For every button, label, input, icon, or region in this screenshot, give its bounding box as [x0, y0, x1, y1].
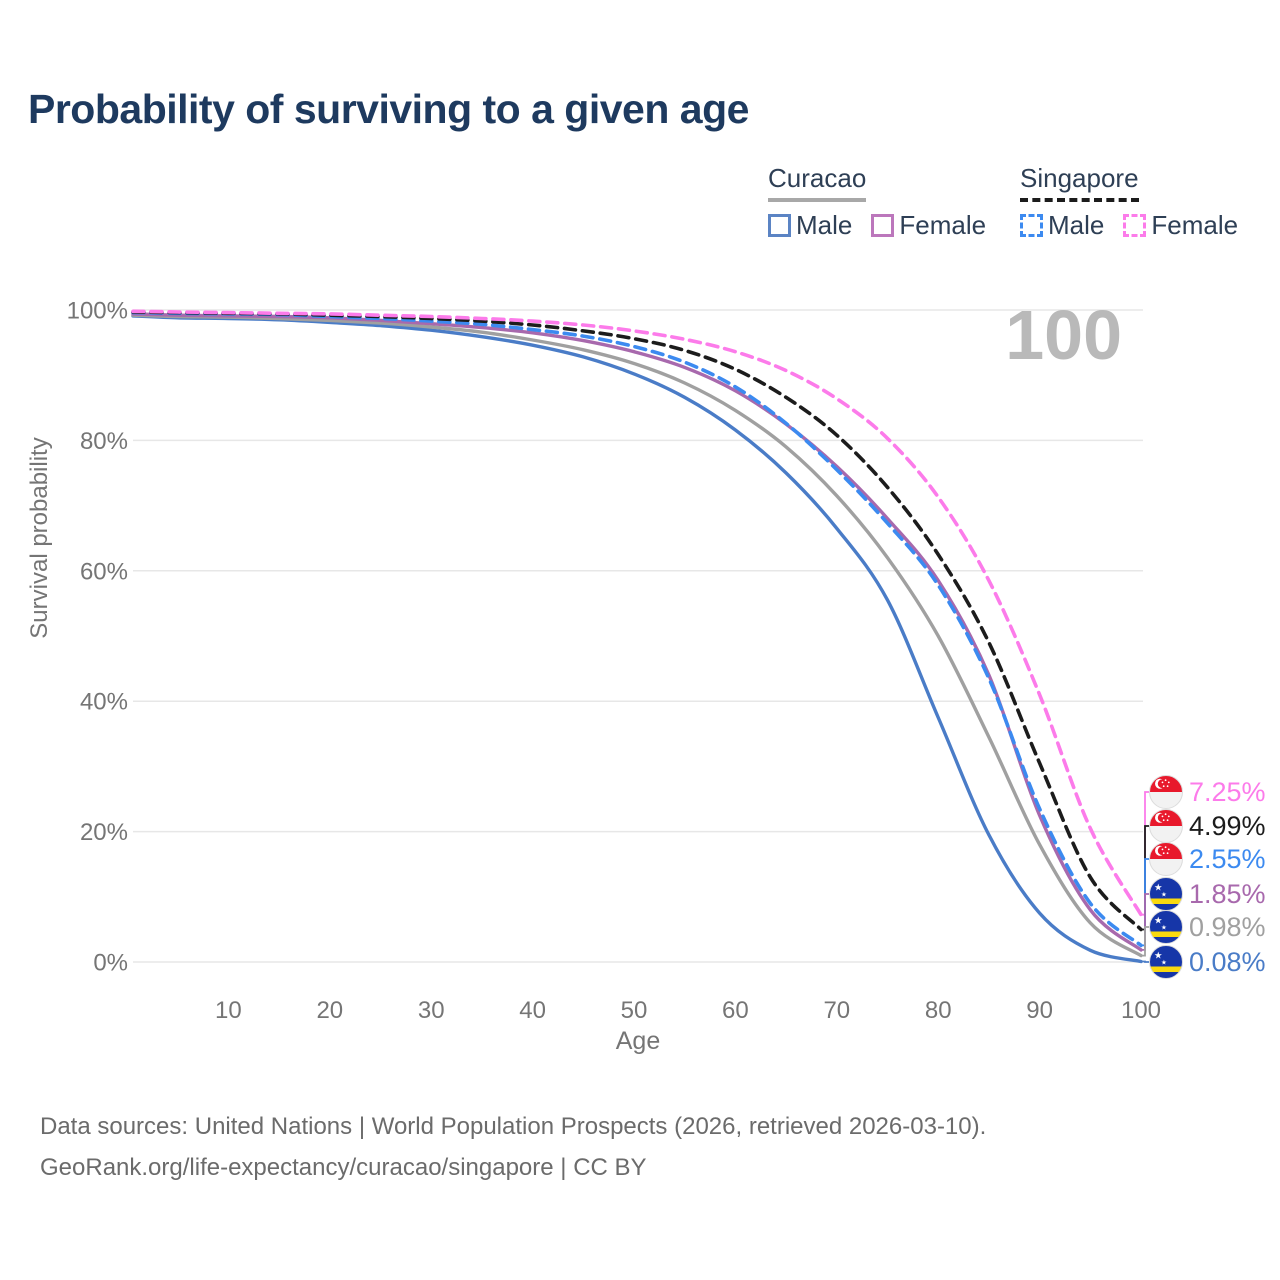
x-tick: 80	[925, 997, 952, 1024]
curacao-male-swatch-icon	[768, 214, 791, 237]
svg-text:★: ★	[1154, 883, 1163, 894]
source-url-line: GeoRank.org/life-expectancy/curacao/sing…	[40, 1154, 647, 1181]
curve-curacao-female	[131, 312, 1143, 952]
curacao-flag-icon: ★ ★	[1149, 945, 1183, 979]
legend-item-curacao-female[interactable]: Female	[871, 210, 986, 241]
curve-singapore-female	[131, 309, 1143, 917]
legend-item-curacao-male[interactable]: Male	[768, 210, 852, 241]
end-label-row: 2.55%	[1149, 842, 1266, 876]
singapore-female-swatch-icon	[1123, 214, 1147, 237]
footer: Data sources: United Nations | World Pop…	[40, 1106, 986, 1188]
x-tick: 40	[519, 997, 546, 1024]
y-axis-title: Survival probability	[26, 437, 53, 638]
singapore-male-swatch-icon	[1020, 214, 1043, 237]
gridlines	[133, 309, 1143, 963]
end-label-row: ★ ★ 1.85%	[1149, 877, 1266, 911]
x-axis-tick-labels: 10 20 30 40 50 60 70 80 90 100	[215, 997, 1161, 1024]
series-end-value: 2.55%	[1189, 843, 1266, 874]
svg-text:★: ★	[1161, 891, 1167, 899]
legend-group-singapore: Singapore Male Female	[1020, 163, 1238, 241]
svg-text:★: ★	[1154, 951, 1163, 962]
legend-singapore-items: Male Female	[1020, 210, 1238, 241]
legend-singapore-header[interactable]: Singapore	[1020, 163, 1139, 202]
x-tick: 20	[316, 997, 343, 1024]
chart-canvas: 100 100% 80% 60% 40% 20% 0% Survival pro…	[26, 296, 1161, 1055]
legend-item-singapore-female[interactable]: Female	[1123, 210, 1238, 241]
legend-item-label: Female	[899, 210, 987, 240]
legend-curacao-header[interactable]: Curacao	[768, 163, 867, 202]
x-tick: 50	[621, 997, 648, 1024]
series-end-value: 0.08%	[1189, 946, 1266, 977]
end-label-row: ★ ★ 0.98%	[1149, 910, 1266, 944]
curacao-flag-icon: ★ ★	[1149, 877, 1183, 911]
y-axis-tick-labels: 100% 80% 60% 40% 20% 0%	[67, 298, 128, 977]
page-title: Probability of surviving to a given age	[28, 86, 749, 132]
curve-curacao-both-sexes-	[131, 313, 1143, 958]
legend-item-label: Male	[1048, 210, 1105, 240]
x-tick: 100	[1121, 997, 1161, 1024]
legend-curacao-items: Male Female	[768, 210, 986, 241]
curacao-female-swatch-icon	[871, 214, 895, 237]
y-tick: 0%	[93, 950, 128, 977]
singapore-flag-icon	[1149, 775, 1183, 809]
end-label-row: 7.25%	[1149, 775, 1266, 809]
y-tick: 20%	[80, 819, 128, 846]
svg-text:★: ★	[1161, 924, 1167, 932]
x-tick: 60	[722, 997, 749, 1024]
legend-item-singapore-male[interactable]: Male	[1020, 210, 1104, 241]
x-tick: 30	[418, 997, 445, 1024]
data-sources-line: Data sources: United Nations | World Pop…	[40, 1113, 987, 1140]
x-tick: 10	[215, 997, 242, 1024]
curve-singapore-male	[131, 310, 1143, 948]
legend-group-curacao: Curacao Male Female	[768, 163, 986, 241]
series-end-value: 0.98%	[1189, 911, 1266, 942]
singapore-flag-icon	[1149, 842, 1183, 876]
singapore-flag-icon	[1149, 809, 1183, 843]
x-axis-title: Age	[616, 1027, 660, 1055]
end-label-row: 4.99%	[1149, 809, 1266, 843]
curacao-flag-icon: ★ ★	[1149, 910, 1183, 944]
series-end-value: 7.25%	[1189, 776, 1266, 807]
svg-text:★: ★	[1161, 959, 1167, 967]
series-end-value: 4.99%	[1189, 810, 1266, 841]
curve-singapore-both-sexes-	[131, 310, 1143, 932]
age-counter-watermark: 100	[1005, 296, 1122, 374]
y-tick: 40%	[80, 689, 128, 716]
curves-layer	[131, 309, 1143, 964]
x-tick: 90	[1026, 997, 1053, 1024]
legend-item-label: Male	[796, 210, 853, 240]
end-label-row: ★ ★ 0.08%	[1149, 945, 1266, 979]
legend-item-label: Female	[1151, 210, 1239, 240]
x-tick: 70	[823, 997, 850, 1024]
curve-curacao-male	[131, 314, 1143, 964]
y-tick: 100%	[67, 298, 128, 325]
svg-text:★: ★	[1154, 916, 1163, 927]
y-tick: 60%	[80, 558, 128, 585]
y-tick: 80%	[80, 428, 128, 455]
series-end-value: 1.85%	[1189, 878, 1266, 909]
